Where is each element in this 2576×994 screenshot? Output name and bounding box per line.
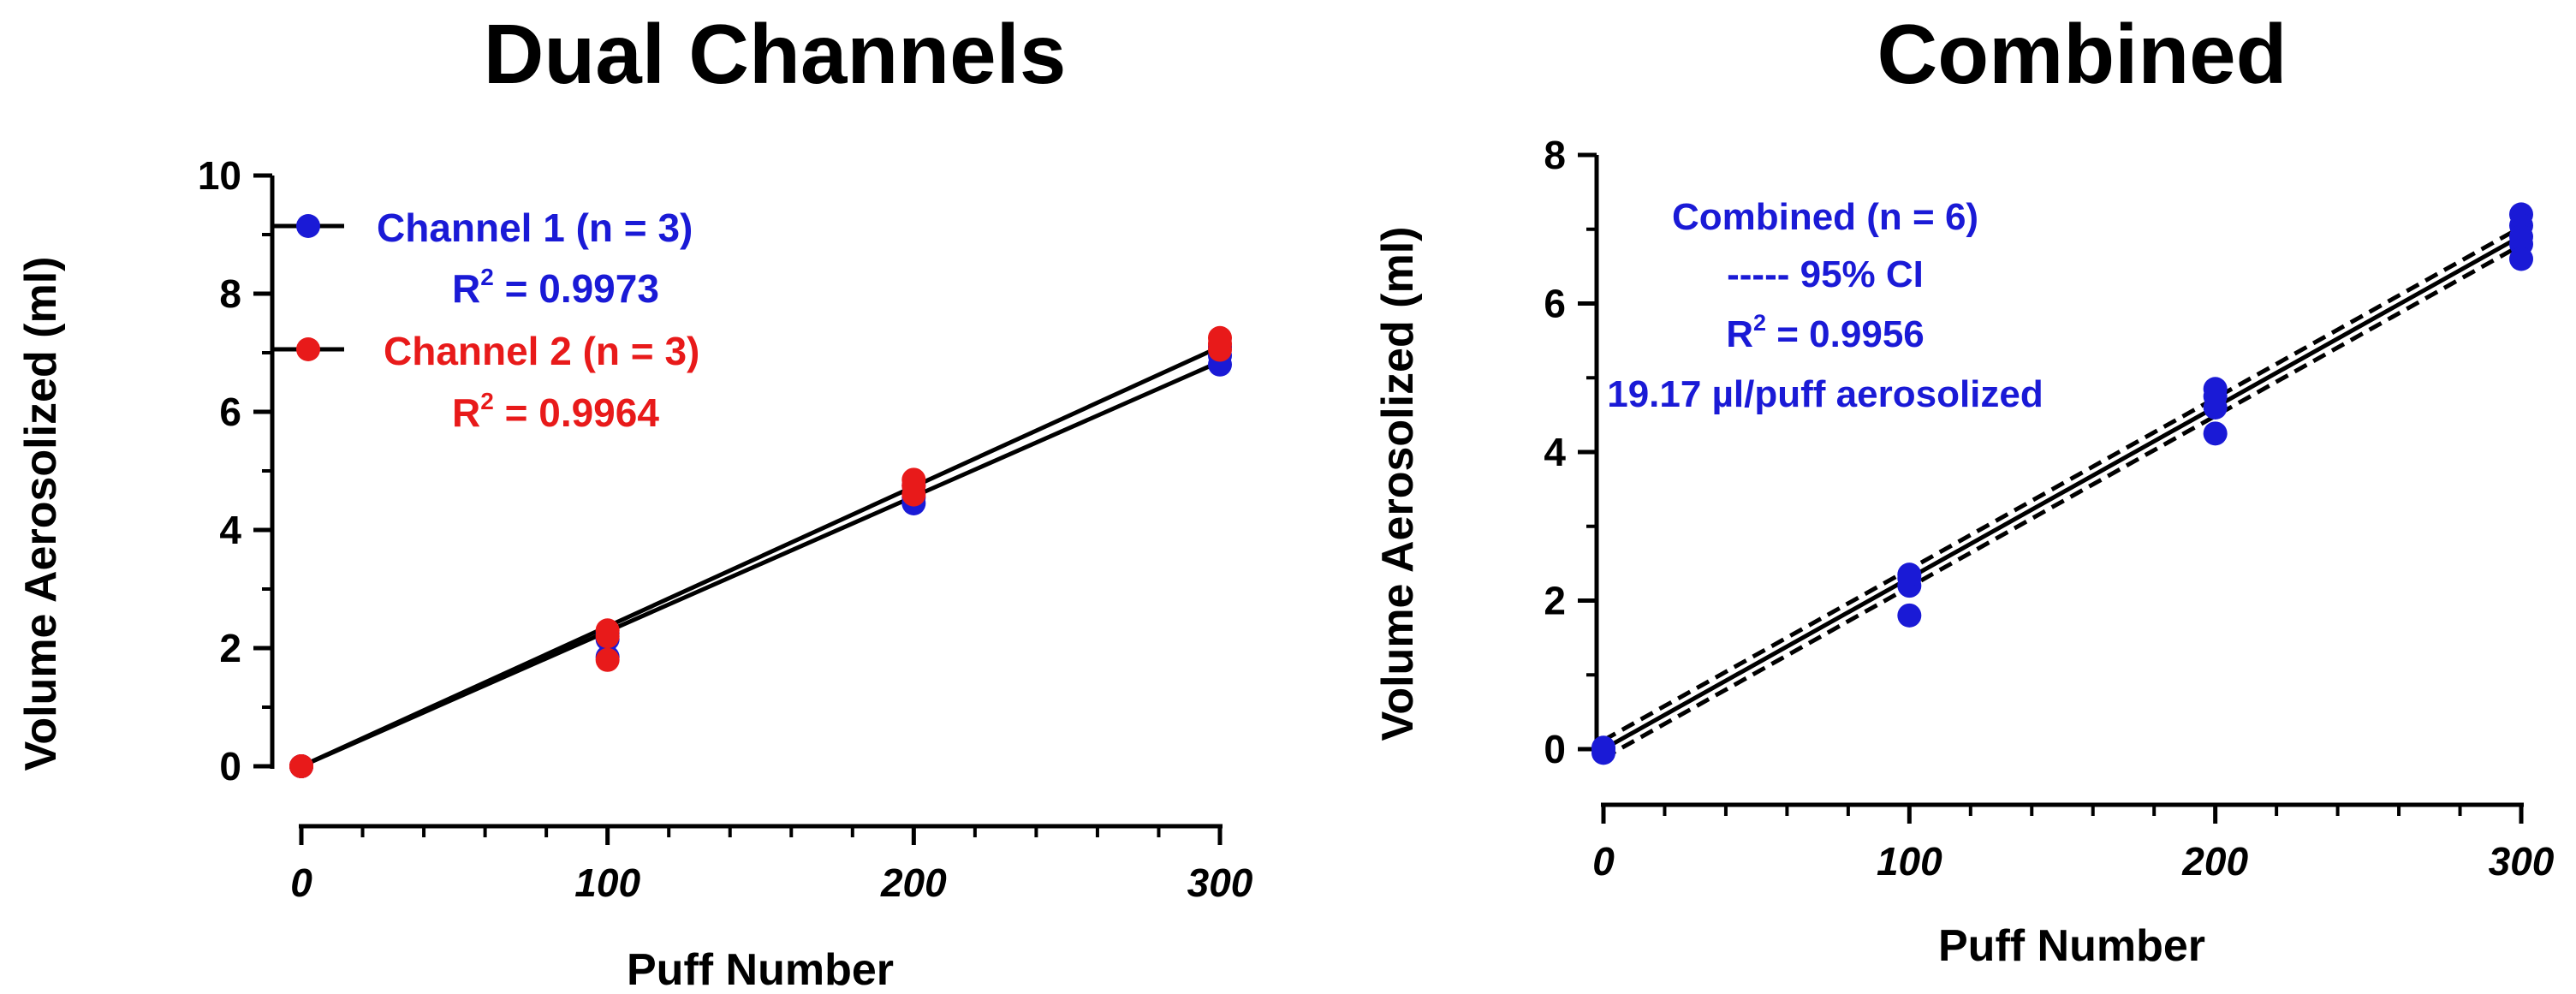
- data-points: [1591, 202, 2533, 765]
- y-tick-label: 10: [198, 153, 241, 198]
- x-axis-label: Puff Number: [1938, 921, 2205, 971]
- data-point: [1591, 735, 1615, 760]
- panel-combined: Combined Volume Aerosolized (ml) Puff Nu…: [1373, 7, 2555, 971]
- chart-title: Combined: [1877, 7, 2287, 101]
- x-axis-label: Puff Number: [627, 945, 894, 994]
- fit-lines: [300, 344, 1222, 769]
- x-tick-label: 0: [290, 860, 312, 905]
- annotation-line-4: 19.17 µl/puff aerosolized: [1607, 373, 2044, 415]
- y-tick-label: 6: [219, 390, 241, 434]
- fit-line: [300, 344, 1222, 769]
- legend: Channel 1 (n = 3) R2 = 0.9973 Channel 2 …: [272, 205, 699, 435]
- annotation: Combined (n = 6) ----- 95% CI R2 = 0.995…: [1607, 196, 2044, 415]
- x-tick-label: 300: [1187, 860, 1253, 905]
- y-tick-label: 8: [1544, 133, 1566, 177]
- data-point: [595, 624, 620, 649]
- data-point: [2203, 377, 2228, 402]
- annotation-r2: R2 = 0.9956: [1726, 310, 1925, 355]
- axes: 0 2 4 6 8 0 100 200 300: [1544, 133, 2554, 884]
- legend-label-channel-2: Channel 2 (n = 3): [384, 329, 699, 373]
- fit-line: [1602, 234, 2523, 752]
- y-axis-label: Volume Aerosolized (ml): [16, 257, 66, 771]
- ci-band-line: [1602, 242, 2523, 760]
- ci-band-line: [1602, 225, 2523, 742]
- legend-r2-channel-2: R2 = 0.9964: [452, 388, 659, 435]
- y-tick-label: 0: [1544, 727, 1566, 771]
- data-point: [2509, 224, 2533, 249]
- data-points: [289, 325, 1232, 778]
- legend-label-channel-1: Channel 1 (n = 3): [377, 205, 693, 250]
- y-tick-label: 8: [219, 271, 241, 316]
- data-point: [289, 754, 313, 778]
- chart-title: Dual Channels: [484, 7, 1067, 101]
- x-tick-label: 200: [2181, 839, 2248, 884]
- legend-r2-channel-1: R2 = 0.9973: [452, 264, 659, 311]
- y-tick-label: 0: [219, 744, 241, 789]
- panel-dual-channels: Dual Channels Volume Aerosolized (ml) Pu…: [16, 7, 1253, 994]
- y-tick-label: 4: [1544, 430, 1566, 474]
- fit-lines: [1602, 225, 2523, 760]
- y-tick-label: 2: [219, 626, 241, 670]
- data-point: [2203, 395, 2228, 420]
- legend-marker-channel-2: [296, 337, 320, 361]
- fit-line: [300, 360, 1222, 769]
- data-point: [1897, 603, 1922, 628]
- annotation-line-1: Combined (n = 6): [1672, 196, 1978, 238]
- y-tick-label: 2: [1544, 579, 1566, 623]
- data-point: [2509, 247, 2533, 271]
- data-point: [595, 647, 620, 672]
- y-tick-label: 6: [1544, 282, 1566, 326]
- data-point: [2203, 421, 2228, 446]
- y-axis-label: Volume Aerosolized (ml): [1373, 227, 1423, 741]
- y-tick-label: 4: [219, 508, 241, 552]
- x-tick-label: 300: [2489, 839, 2555, 884]
- legend-marker-channel-1: [296, 214, 320, 238]
- data-point: [1897, 562, 1922, 587]
- x-tick-label: 100: [574, 860, 640, 905]
- x-tick-label: 200: [880, 860, 947, 905]
- data-point: [901, 467, 926, 492]
- x-tick-label: 100: [1877, 839, 1942, 884]
- annotation-line-2: ----- 95% CI: [1727, 253, 1924, 295]
- x-tick-label: 0: [1592, 839, 1615, 884]
- data-point: [1208, 325, 1232, 350]
